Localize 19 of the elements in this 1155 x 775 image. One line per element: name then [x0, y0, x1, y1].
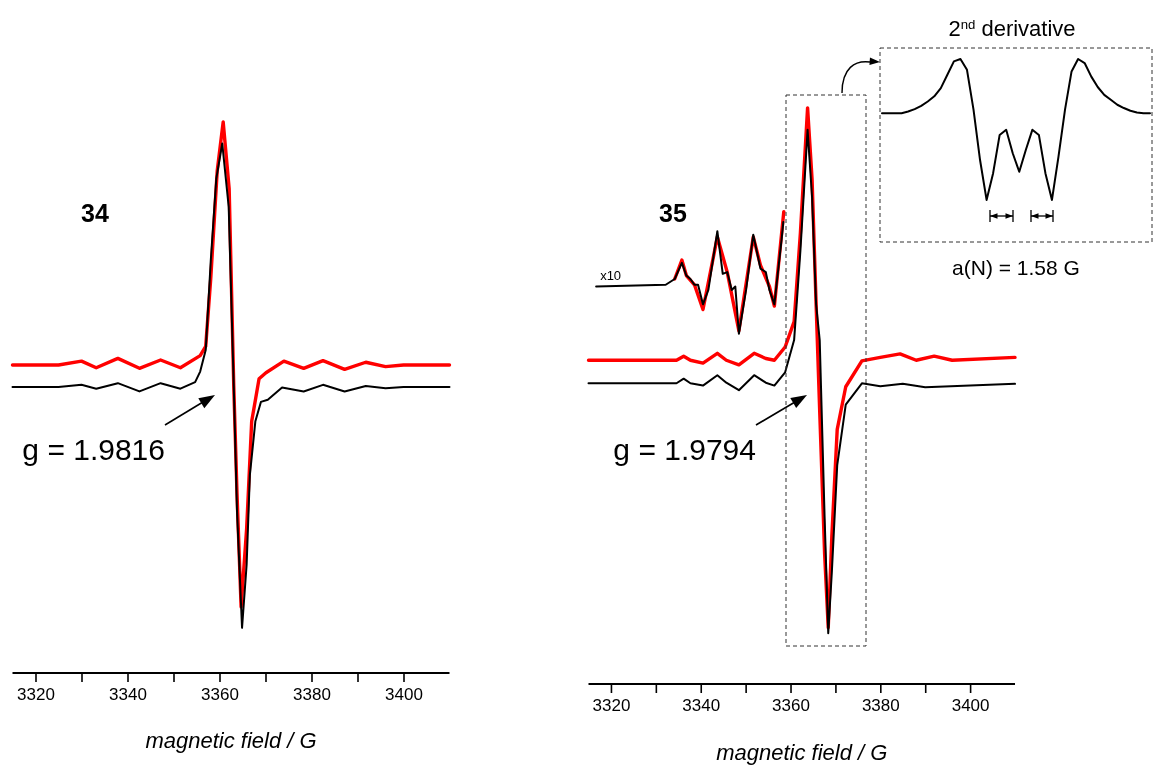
- x-tick-label: 3320: [592, 696, 631, 716]
- text: 34: [81, 199, 109, 227]
- text: 35: [659, 199, 687, 227]
- x-axis-title: magnetic field / G: [145, 728, 317, 753]
- annotation: a(N) = 1.58 G: [952, 256, 1080, 279]
- x-tick-label: 3400: [951, 696, 990, 716]
- annotation: x10: [600, 268, 622, 284]
- x-tick-label: 3400: [385, 685, 423, 705]
- x-tick-label: 3320: [17, 685, 55, 705]
- chart-title: 2$^{nd}$ derivative: [948, 16, 1076, 41]
- annotation: g = 1.9816: [22, 433, 165, 466]
- x-tick-label: 3360: [772, 696, 810, 716]
- x-tick-label: 3380: [293, 685, 331, 705]
- x-tick-label: 3360: [201, 685, 239, 705]
- x-tick-label: 3340: [682, 696, 721, 716]
- annotation: g = 1.9794: [613, 433, 756, 466]
- x-axis-title: magnetic field / G: [716, 740, 888, 765]
- x-tick-label: 3340: [109, 685, 147, 705]
- x-tick-label: 3380: [861, 696, 900, 716]
